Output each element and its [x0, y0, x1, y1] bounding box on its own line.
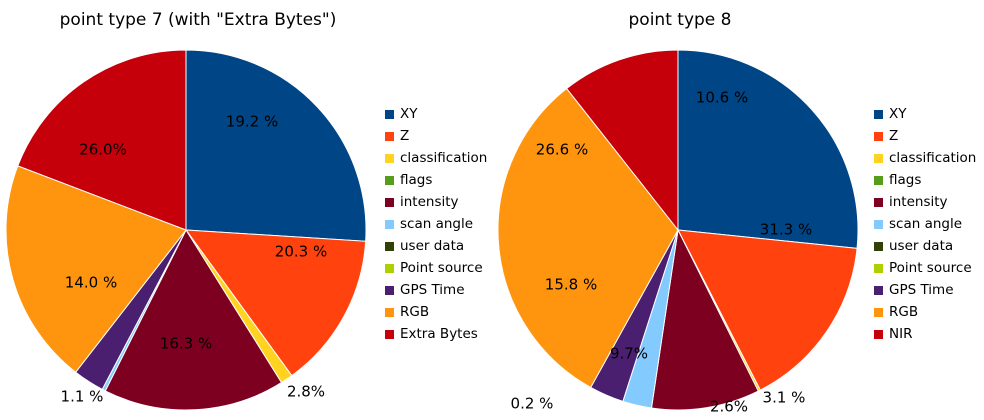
- chart-title: point type 7 (with "Extra Bytes"): [59, 10, 337, 30]
- data-label: 10.6 %: [696, 89, 748, 107]
- pie-slice-extra-bytes: [17, 49, 187, 231]
- legend-item: scan angle: [385, 213, 487, 235]
- data-label: 9.7%: [610, 345, 648, 363]
- legend-swatch: [874, 263, 883, 273]
- pie-chart: 26.6 % 15.8 % 0.2 % 9.7% 2.6% 3.1 % 31.3 % 10.6…: [497, 49, 859, 416]
- legend-item: flags: [385, 169, 487, 191]
- pie-slice-intensity: [104, 228, 283, 411]
- legend-label: flags: [400, 172, 433, 188]
- pie-slice-xy: [185, 49, 367, 242]
- legend-item: Point source: [874, 257, 976, 279]
- data-label: 16.3 %: [160, 335, 212, 353]
- pie-slice-z: [184, 229, 367, 377]
- legend-label: NIR: [889, 326, 913, 342]
- legend-item: classification: [385, 147, 487, 169]
- legend-item: RGB: [385, 301, 487, 323]
- data-label: 14.0 %: [65, 274, 117, 292]
- legend-item: intensity: [874, 191, 976, 213]
- legend-swatch: [874, 153, 883, 163]
- legend-swatch: [385, 219, 394, 229]
- chart-title: point type 8: [628, 10, 732, 30]
- legend-label: scan angle: [400, 216, 474, 232]
- legend-item: flags: [874, 169, 976, 191]
- pie-slice-rgb: [5, 165, 187, 373]
- legend-label: RGB: [400, 304, 430, 320]
- legend-swatch: [385, 263, 394, 273]
- pie-slice-rgb: [497, 87, 679, 389]
- legend-item: GPS Time: [874, 279, 976, 301]
- legend-label: Point source: [889, 260, 972, 276]
- legend-item: classification: [874, 147, 976, 169]
- data-label: 31.3 %: [760, 221, 812, 239]
- legend-swatch: [874, 219, 883, 229]
- legend-label: intensity: [400, 194, 459, 210]
- legend-label: GPS Time: [889, 282, 954, 298]
- legend-swatch: [385, 131, 394, 141]
- legend-label: Z: [400, 128, 410, 144]
- data-label: 26.0%: [79, 141, 127, 159]
- pie-slice-z: [677, 229, 858, 391]
- legend-item: RGB: [874, 301, 976, 323]
- legend-swatch: [385, 285, 394, 295]
- legend-label: classification: [400, 150, 488, 166]
- legend-swatch: [874, 285, 883, 295]
- legend-label: intensity: [889, 194, 948, 210]
- pie-slice-xy: [677, 49, 859, 249]
- pie-slice-intensity: [650, 228, 759, 411]
- legend-swatch: [385, 109, 394, 119]
- legend-item: Point source: [385, 257, 487, 279]
- legend-label: XY: [400, 106, 418, 122]
- data-label: 26.6 %: [536, 141, 588, 159]
- legend-item: scan angle: [874, 213, 976, 235]
- legend-swatch: [874, 241, 883, 251]
- data-label: 19.2 %: [226, 113, 278, 131]
- legend-item: XY: [874, 103, 976, 125]
- data-label: 1.1 %: [61, 388, 104, 406]
- data-label: 2.8%: [287, 383, 325, 401]
- pie-chart: 26.0% 14.0 % 1.1 % 16.3 % 2.8% 20.3 % 19.2 %: [5, 49, 367, 411]
- legend-swatch: [874, 109, 883, 119]
- chart-point-type-8: point type 8 26.6 % 15.8 % 0.2 % 9.7% 2.6% 3.…: [492, 0, 984, 420]
- legend-swatch: [385, 307, 394, 317]
- legend-item: NIR: [874, 323, 976, 345]
- legend-item: Extra Bytes: [385, 323, 487, 345]
- legend-label: XY: [889, 106, 907, 122]
- data-label: 15.8 %: [545, 276, 597, 294]
- legend-label: user data: [400, 238, 465, 254]
- data-label: 0.2 %: [511, 395, 554, 413]
- data-label: 20.3 %: [275, 243, 327, 261]
- legend-item: Z: [874, 125, 976, 147]
- legend-swatch: [385, 241, 394, 251]
- legend-swatch: [874, 329, 883, 339]
- legend-swatch: [385, 153, 394, 163]
- data-label: 2.6%: [710, 398, 748, 416]
- legend-swatch: [385, 175, 394, 185]
- legend-item: GPS Time: [385, 279, 487, 301]
- legend-label: Point source: [400, 260, 483, 276]
- legend-swatch: [385, 329, 394, 339]
- legend-swatch: [874, 131, 883, 141]
- legend-swatch: [874, 175, 883, 185]
- legend-label: scan angle: [889, 216, 963, 232]
- data-label: 3.1 %: [763, 389, 806, 407]
- legend-label: GPS Time: [400, 282, 465, 298]
- legend-item: Z: [385, 125, 487, 147]
- legend-label: classification: [889, 150, 977, 166]
- legend-swatch: [385, 197, 394, 207]
- legend-item: user data: [385, 235, 487, 257]
- legend-swatch: [874, 197, 883, 207]
- chart-point-type-7: point type 7 (with "Extra Bytes") 26.0% 1…: [5, 10, 487, 411]
- legend-label: Extra Bytes: [400, 326, 478, 342]
- legend-label: Z: [889, 128, 899, 144]
- legend-item: intensity: [385, 191, 487, 213]
- legend-item: user data: [874, 235, 976, 257]
- legend-item: XY: [385, 103, 487, 125]
- pie-slice-nir: [565, 49, 679, 232]
- legend-swatch: [874, 307, 883, 317]
- legend-label: user data: [889, 238, 954, 254]
- legend-label: RGB: [889, 304, 919, 320]
- legend-label: flags: [889, 172, 922, 188]
